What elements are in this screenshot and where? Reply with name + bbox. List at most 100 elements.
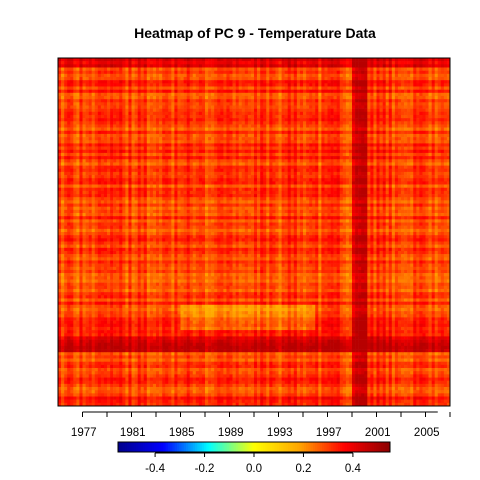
heatmap-cell xyxy=(404,124,408,128)
heatmap-cell xyxy=(177,67,181,71)
heatmap-cell xyxy=(370,95,374,100)
heatmap-cell xyxy=(192,80,197,84)
heatmap-cell xyxy=(281,118,285,122)
heatmap-cell xyxy=(58,111,62,116)
heatmap-cell xyxy=(70,64,74,68)
heatmap-cell xyxy=(223,168,227,173)
heatmap-cell xyxy=(327,83,331,87)
heatmap-cell xyxy=(61,168,65,173)
heatmap-cell xyxy=(195,178,200,182)
heatmap-cell xyxy=(107,149,111,154)
heatmap-cell xyxy=(327,70,331,75)
heatmap-cell xyxy=(232,80,236,84)
heatmap-cell xyxy=(232,149,236,154)
heatmap-cell xyxy=(410,137,414,141)
heatmap-cell xyxy=(348,168,353,173)
heatmap-cell xyxy=(217,80,221,84)
heatmap-cell xyxy=(376,64,380,68)
heatmap-cell xyxy=(348,67,353,71)
heatmap-cell xyxy=(391,140,396,144)
heatmap-cell xyxy=(367,86,371,90)
heatmap-cell xyxy=(67,140,71,144)
heatmap-cell xyxy=(143,58,148,62)
heatmap-cell xyxy=(293,175,298,179)
heatmap-cell xyxy=(358,152,362,157)
heatmap-cell xyxy=(58,118,62,122)
heatmap-cell xyxy=(367,61,371,65)
heatmap-cell xyxy=(266,156,270,160)
heatmap-cell xyxy=(410,118,414,122)
heatmap-cell xyxy=(342,114,347,119)
heatmap-cell xyxy=(315,171,319,176)
heatmap-cell xyxy=(152,105,157,109)
heatmap-cell xyxy=(281,86,285,90)
heatmap-cell xyxy=(434,108,439,113)
heatmap-cell xyxy=(410,83,414,87)
heatmap-cell xyxy=(293,137,298,141)
heatmap-cell xyxy=(275,67,279,71)
heatmap-cell xyxy=(76,178,80,182)
heatmap-cell xyxy=(217,61,221,65)
heatmap-cell xyxy=(260,130,264,135)
heatmap-cell xyxy=(143,137,148,141)
heatmap-cell xyxy=(434,111,439,116)
heatmap-cell xyxy=(272,111,276,116)
heatmap-cell xyxy=(318,152,322,157)
heatmap-cell xyxy=(100,159,105,163)
heatmap-cell xyxy=(401,83,405,87)
heatmap-cell xyxy=(275,83,279,87)
heatmap-cell xyxy=(327,149,331,154)
heatmap-cell xyxy=(382,114,386,119)
heatmap-cell xyxy=(413,114,417,119)
heatmap-cell xyxy=(238,86,243,90)
heatmap-cell xyxy=(174,165,178,170)
heatmap-cell xyxy=(122,61,126,65)
heatmap-cell xyxy=(140,149,145,154)
heatmap-cell xyxy=(376,95,380,100)
heatmap-cell xyxy=(195,64,200,68)
heatmap-cell xyxy=(88,133,92,138)
heatmap-cell xyxy=(174,121,178,125)
heatmap-cell xyxy=(290,124,295,128)
heatmap-cell xyxy=(257,146,261,151)
heatmap-cell xyxy=(425,64,429,68)
heatmap-cell xyxy=(410,159,414,163)
heatmap-cell xyxy=(116,127,120,132)
heatmap-cell xyxy=(241,152,246,157)
heatmap-cell xyxy=(306,124,310,128)
heatmap-cell xyxy=(324,146,328,151)
heatmap-cell xyxy=(180,114,184,119)
heatmap-cell xyxy=(342,130,347,135)
heatmap-cell xyxy=(113,127,117,132)
heatmap-cell xyxy=(309,133,313,138)
heatmap-cell xyxy=(73,76,77,81)
heatmap-cell xyxy=(303,102,307,106)
heatmap-cell xyxy=(260,76,264,81)
heatmap-cell xyxy=(73,162,77,166)
heatmap-cell xyxy=(440,124,445,128)
heatmap-cell xyxy=(192,124,197,128)
heatmap-cell xyxy=(159,152,163,157)
heatmap-cell xyxy=(422,168,426,173)
heatmap-cell xyxy=(342,127,347,132)
heatmap-cell xyxy=(296,83,301,87)
heatmap-cell xyxy=(260,111,264,116)
heatmap-cell xyxy=(348,89,353,94)
heatmap-cell xyxy=(437,143,442,147)
heatmap-cell xyxy=(156,64,160,68)
heatmap-cell xyxy=(321,171,325,176)
heatmap-cell xyxy=(214,76,218,81)
heatmap-cell xyxy=(410,146,414,151)
heatmap-cell xyxy=(211,143,215,147)
heatmap-cell xyxy=(278,140,282,144)
heatmap-cell xyxy=(146,146,151,151)
heatmap-cell xyxy=(407,86,411,90)
heatmap-cell xyxy=(192,146,197,151)
heatmap-cell xyxy=(58,162,62,166)
heatmap-cell xyxy=(152,95,157,100)
heatmap-cell xyxy=(177,80,181,84)
heatmap-cell xyxy=(336,70,341,75)
heatmap-cell xyxy=(247,80,252,84)
heatmap-cell xyxy=(370,178,374,182)
heatmap-cell xyxy=(376,121,380,125)
